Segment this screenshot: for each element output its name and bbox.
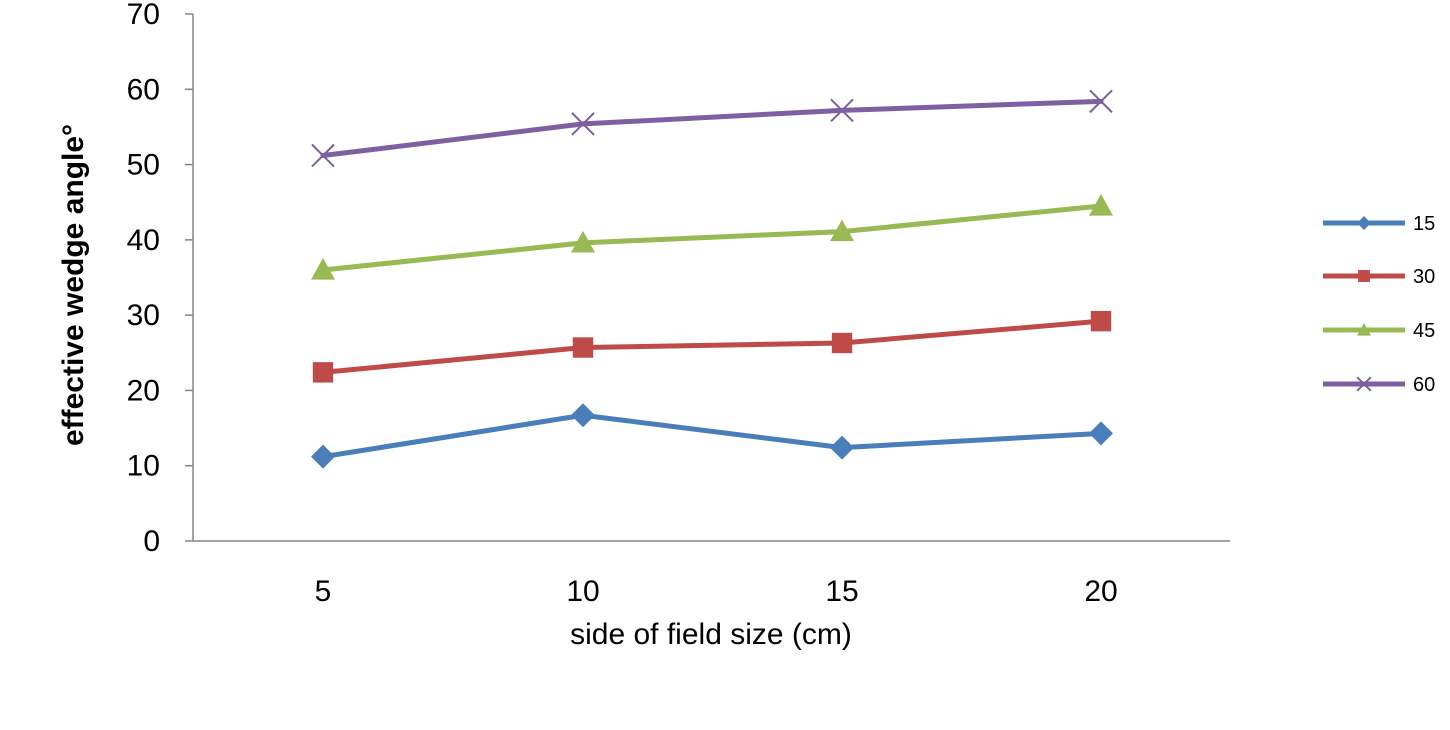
y-tick-label: 10 xyxy=(127,450,160,483)
data-point-diamond xyxy=(1089,421,1113,446)
data-point-x xyxy=(830,98,854,123)
series-line xyxy=(320,318,1104,375)
x-tick-label: 15 xyxy=(825,575,858,608)
y-tick-label: 50 xyxy=(127,149,160,182)
legend-item-15: 15 xyxy=(1323,213,1435,235)
y-tick-label: 30 xyxy=(127,299,160,332)
series-45 xyxy=(311,193,1113,280)
series-60 xyxy=(311,89,1113,168)
data-point-diamond xyxy=(830,435,854,460)
data-point-triangle xyxy=(571,230,595,253)
data-point-x xyxy=(1356,376,1372,392)
data-point-triangle xyxy=(311,257,335,280)
data-point-square xyxy=(572,337,594,358)
data-point-triangle xyxy=(830,219,854,242)
data-point-x xyxy=(1089,89,1113,114)
y-ticks: 0 10 20 30 40 50 60 70 xyxy=(127,0,193,558)
data-point-x xyxy=(571,112,595,136)
x-axis-title: side of field size (cm) xyxy=(570,618,852,651)
data-point-x xyxy=(311,143,335,168)
data-point-triangle xyxy=(1089,193,1113,216)
data-point-square xyxy=(1090,310,1112,332)
y-tick-label: 60 xyxy=(127,73,160,106)
y-tick-label: 40 xyxy=(127,224,160,257)
series-15 xyxy=(311,403,1113,469)
x-tick-label: 20 xyxy=(1084,575,1117,608)
data-point-square xyxy=(1358,270,1370,282)
data-point-diamond xyxy=(1357,216,1371,230)
legend-item-60: 60 xyxy=(1323,374,1435,396)
data-point-square xyxy=(312,362,334,383)
y-tick-label: 70 xyxy=(127,0,160,31)
x-tick-label: 5 xyxy=(315,575,332,608)
axes xyxy=(192,14,1230,542)
y-axis-title: effective wedge angle° xyxy=(57,124,90,446)
data-point-diamond xyxy=(311,444,335,469)
data-point-diamond xyxy=(571,403,595,428)
series-line xyxy=(320,412,1104,460)
legend-item-45: 45 xyxy=(1323,320,1435,342)
series-30 xyxy=(312,310,1112,383)
legend-label: 30 xyxy=(1413,266,1435,288)
y-tick-label: 20 xyxy=(127,374,160,407)
legend-label: 45 xyxy=(1413,320,1435,342)
y-tick-label: 0 xyxy=(143,525,160,558)
x-ticks: 5 10 15 20 xyxy=(315,575,1118,608)
legend-label: 15 xyxy=(1413,213,1435,235)
legend-label: 60 xyxy=(1413,374,1435,396)
data-point-triangle xyxy=(1357,323,1371,336)
legend-item-30: 30 xyxy=(1323,266,1435,288)
legend: 15 30 45 60 xyxy=(1323,213,1435,396)
x-tick-label: 10 xyxy=(566,575,599,608)
series-line xyxy=(320,203,1104,273)
series-layer xyxy=(311,89,1113,469)
series-line xyxy=(320,98,1104,159)
data-point-square xyxy=(831,332,853,354)
